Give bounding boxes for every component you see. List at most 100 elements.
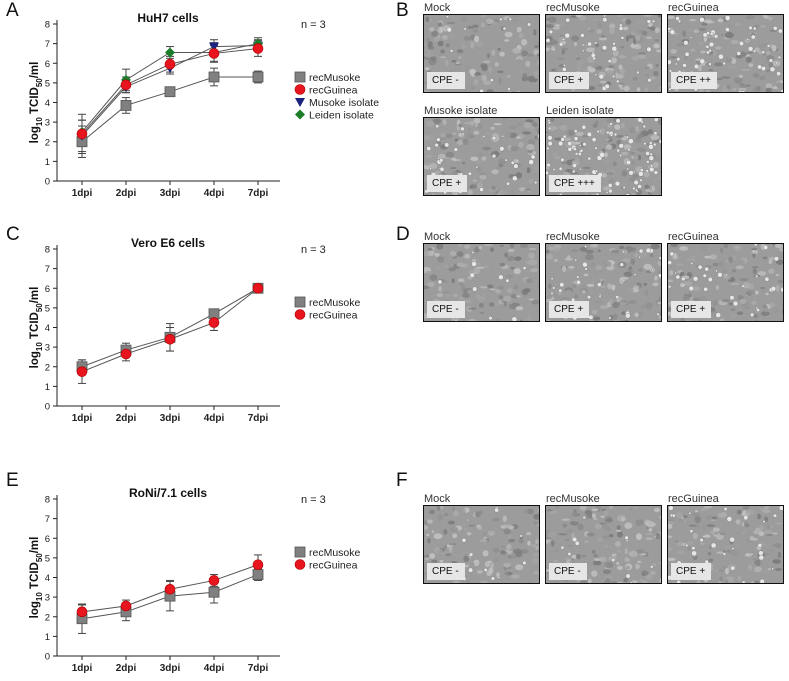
cell bbox=[617, 15, 623, 18]
cell bbox=[575, 131, 584, 137]
cell bbox=[445, 151, 455, 158]
cell bbox=[614, 541, 621, 547]
data-point-recguinea bbox=[120, 79, 132, 91]
cell bbox=[520, 50, 529, 57]
rounded-cell bbox=[574, 540, 580, 546]
y-tick-label: 4 bbox=[45, 573, 50, 584]
cell bbox=[463, 555, 470, 563]
cell bbox=[463, 35, 471, 41]
cell bbox=[724, 579, 729, 583]
cell bbox=[424, 251, 430, 257]
cell bbox=[652, 529, 657, 534]
rounded-cell bbox=[519, 534, 523, 538]
cell bbox=[644, 184, 650, 189]
cell bbox=[438, 153, 446, 159]
cell bbox=[451, 60, 457, 63]
cell bbox=[512, 47, 521, 54]
cell bbox=[703, 506, 713, 509]
cell bbox=[424, 42, 428, 48]
cell bbox=[546, 253, 554, 260]
cell bbox=[476, 570, 483, 574]
cell bbox=[458, 244, 462, 248]
cell bbox=[456, 251, 464, 258]
legend-label: Musoke isolate bbox=[309, 97, 379, 109]
cpe-badge: CPE + bbox=[671, 301, 712, 318]
cell bbox=[594, 299, 603, 304]
cell bbox=[425, 120, 435, 128]
rounded-cell bbox=[603, 15, 607, 18]
rounded-cell bbox=[537, 133, 539, 139]
cell bbox=[783, 246, 784, 252]
rounded-cell bbox=[472, 286, 478, 292]
rounded-cell bbox=[468, 567, 474, 573]
rounded-cell bbox=[740, 90, 746, 92]
y-tick-label: 1 bbox=[45, 632, 50, 643]
cell bbox=[456, 119, 461, 126]
rounded-cell bbox=[592, 56, 596, 61]
cell bbox=[731, 58, 737, 64]
cell bbox=[454, 281, 458, 287]
cell bbox=[508, 538, 516, 543]
rounded-cell bbox=[594, 41, 598, 45]
cell bbox=[451, 579, 455, 583]
panel-label-e: E bbox=[6, 470, 19, 491]
cell bbox=[737, 576, 742, 581]
rounded-cell bbox=[572, 147, 577, 151]
cell bbox=[461, 43, 466, 50]
rounded-cell bbox=[729, 536, 735, 543]
cell bbox=[424, 194, 429, 195]
micrograph-texture bbox=[424, 15, 539, 92]
rounded-cell bbox=[703, 287, 708, 292]
cell bbox=[527, 582, 531, 583]
cell bbox=[496, 193, 502, 195]
cell bbox=[530, 125, 535, 132]
cell bbox=[481, 65, 488, 72]
cell bbox=[515, 306, 524, 311]
cell bbox=[453, 510, 459, 517]
cell bbox=[684, 91, 688, 92]
rounded-cell bbox=[619, 262, 624, 267]
cell bbox=[497, 45, 505, 48]
chart-huh7: HuH7 cells n = 3 0 1 2 3 4 5 6 7 8 1dpi 2dpi 3dpi 4dpi… bbox=[0, 0, 395, 205]
cell bbox=[515, 172, 523, 179]
cell bbox=[668, 546, 672, 552]
cell bbox=[645, 532, 654, 536]
rounded-cell bbox=[618, 143, 624, 149]
cell bbox=[598, 37, 608, 41]
cell bbox=[668, 557, 676, 562]
cell bbox=[503, 524, 511, 529]
cell bbox=[424, 135, 431, 140]
cell bbox=[424, 285, 430, 290]
cell bbox=[481, 74, 487, 82]
cpe-badge: CPE - bbox=[427, 301, 465, 318]
cell bbox=[460, 551, 469, 557]
rounded-cell bbox=[446, 27, 452, 33]
cell bbox=[631, 43, 635, 49]
cell bbox=[564, 508, 572, 511]
cell bbox=[600, 28, 605, 35]
cell bbox=[478, 245, 483, 250]
rounded-cell bbox=[676, 579, 682, 583]
cell bbox=[624, 557, 629, 563]
micrograph-image: CPE + bbox=[667, 505, 784, 584]
rounded-cell bbox=[653, 131, 658, 136]
cell bbox=[546, 509, 554, 512]
cell bbox=[682, 30, 687, 37]
rounded-cell bbox=[604, 83, 610, 89]
cell bbox=[429, 553, 436, 559]
cell bbox=[567, 544, 573, 547]
rounded-cell bbox=[560, 157, 565, 162]
cell bbox=[492, 556, 499, 563]
rounded-cell bbox=[548, 29, 554, 34]
data-point-recmusoke bbox=[208, 71, 220, 83]
rounded-cell bbox=[608, 183, 613, 188]
cell bbox=[458, 123, 462, 127]
cell bbox=[537, 118, 539, 120]
micrograph-label: Mock bbox=[424, 493, 451, 505]
rounded-cell bbox=[626, 159, 632, 165]
cell bbox=[683, 293, 690, 297]
cell bbox=[486, 18, 493, 25]
cell bbox=[498, 158, 506, 165]
rounded-cell bbox=[634, 188, 638, 192]
cell bbox=[465, 65, 470, 71]
